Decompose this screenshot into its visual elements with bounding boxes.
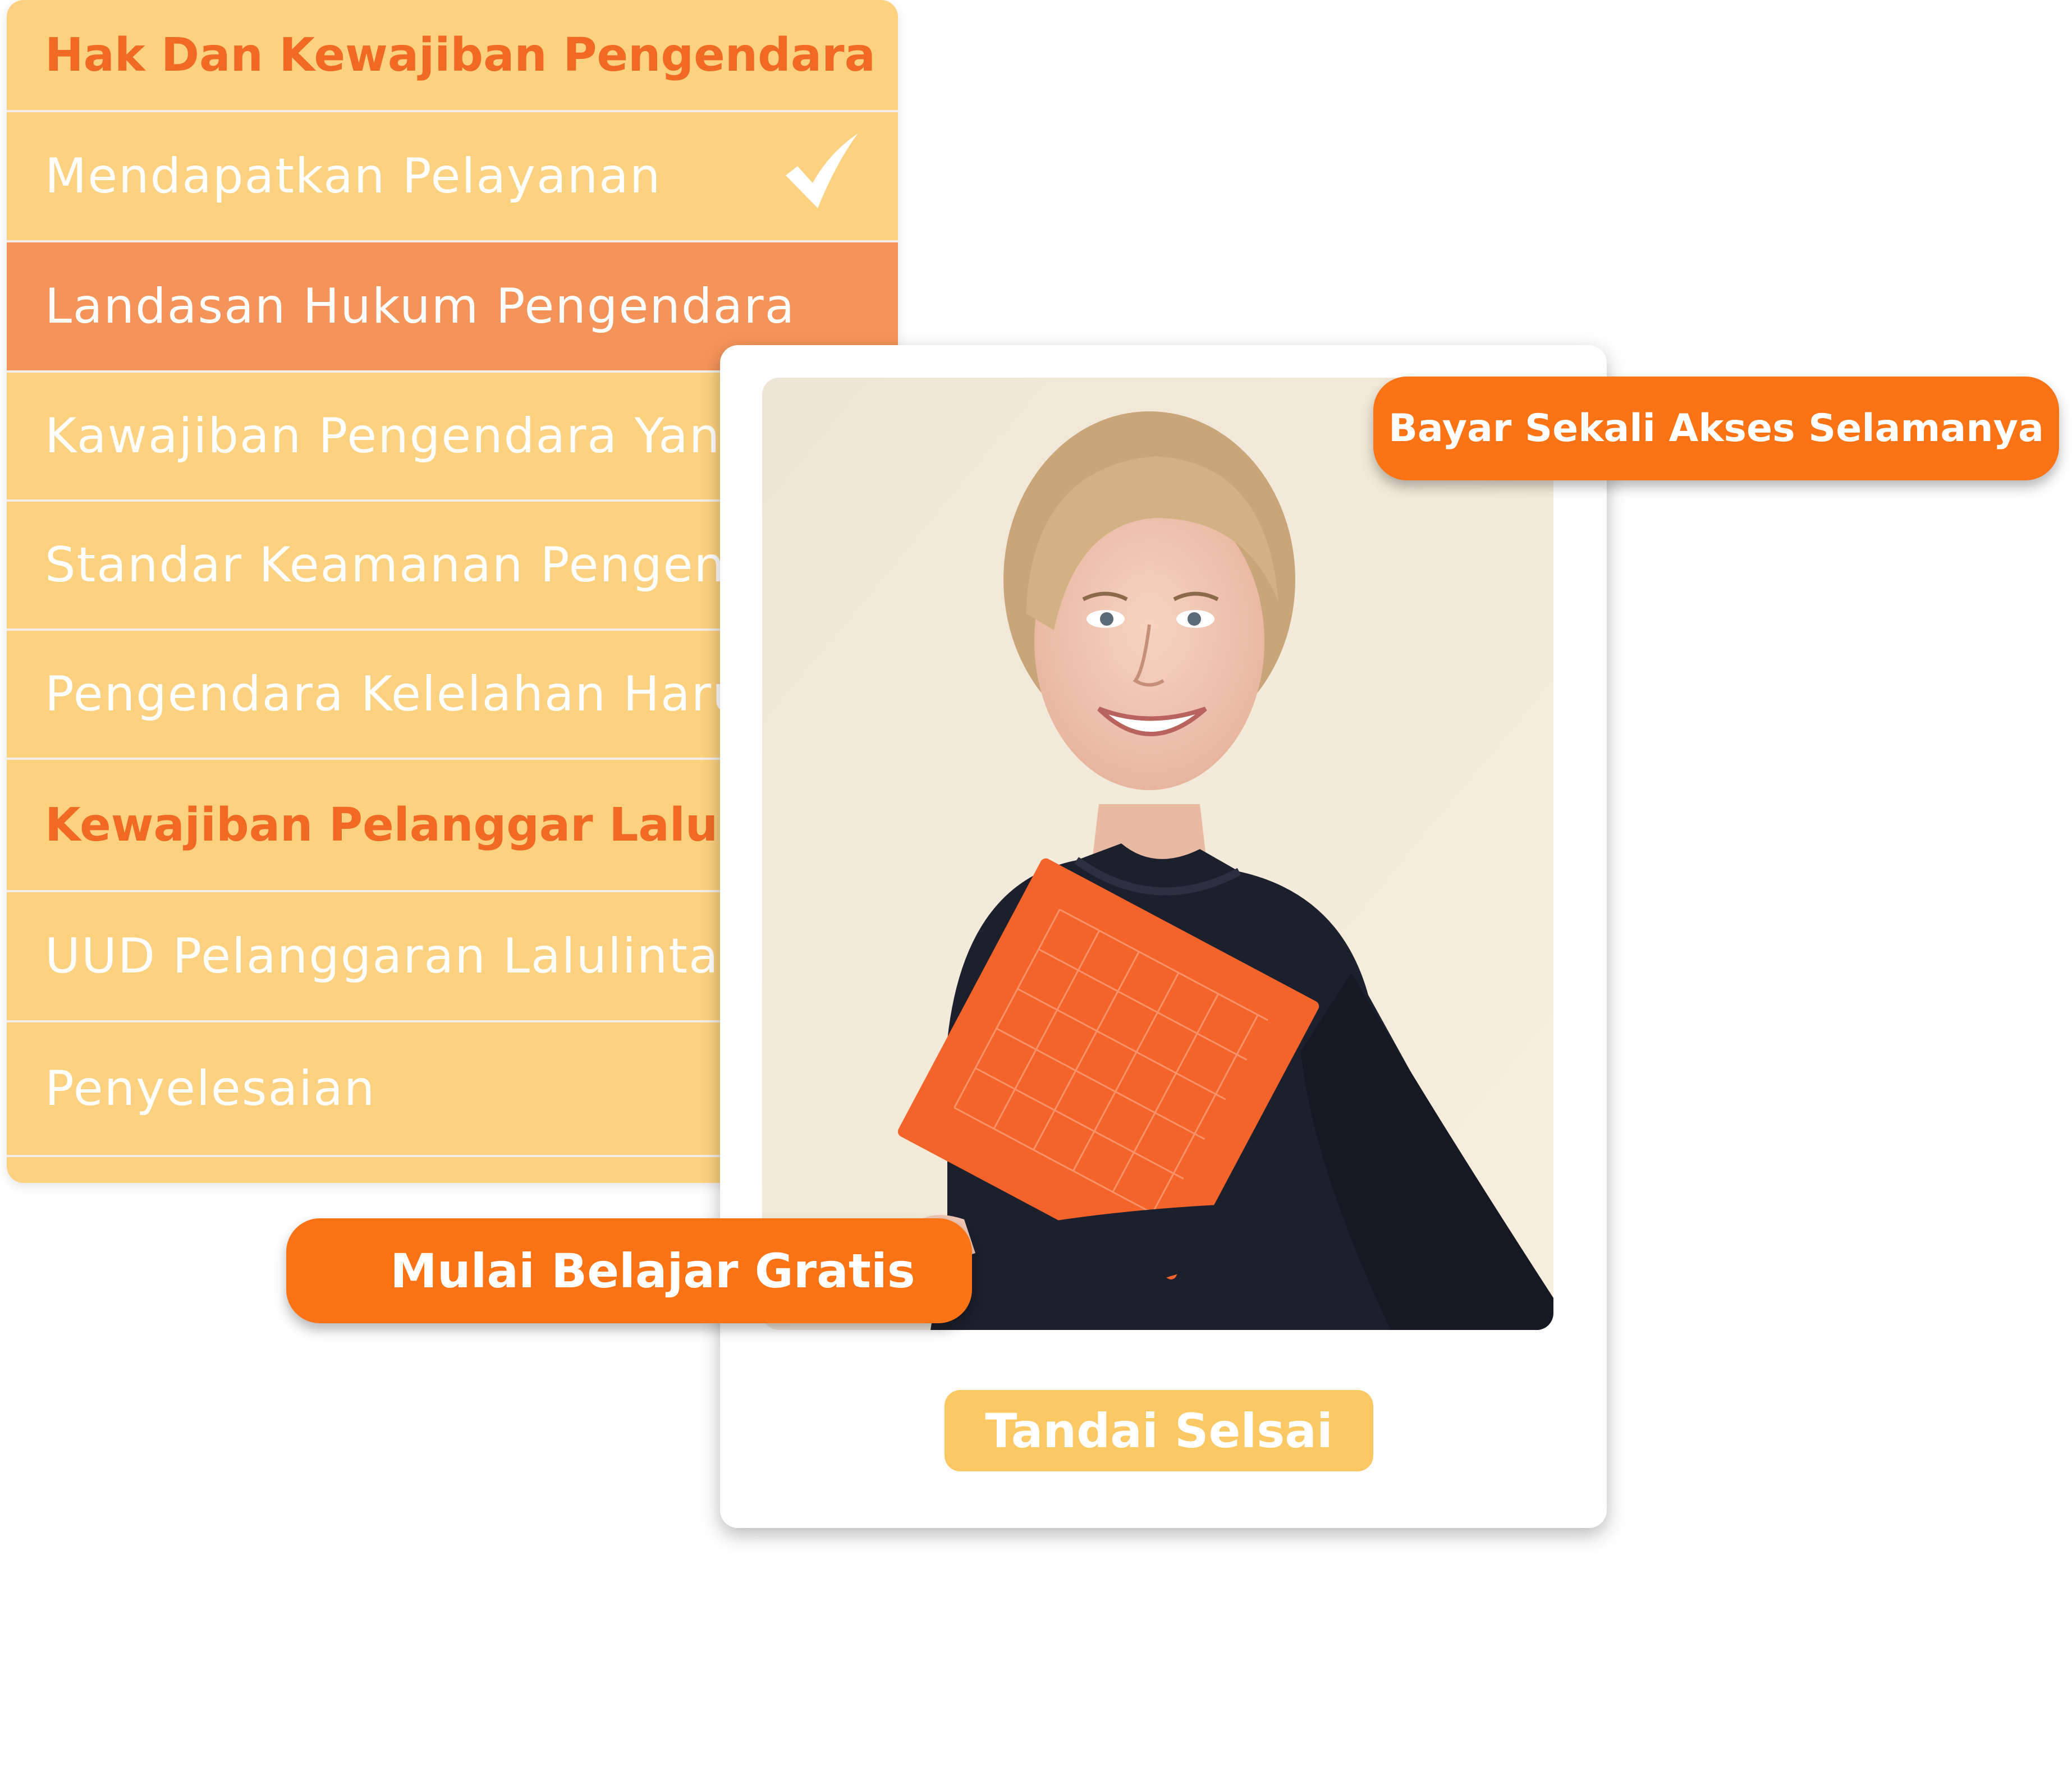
section-label: Kewajiban Pelanggar Laluli [45,798,750,852]
lesson-item-uud-pelanggaran[interactable]: UUD Pelanggaran Lalulintas [7,892,898,1022]
lesson-label: Landasan Hukum Pengendara [45,278,796,334]
check-icon [786,133,858,208]
lesson-photo [762,378,1553,1330]
section-label: Hak Dan Kewajiban Pengendara [45,28,875,82]
lesson-item-kawajiban-pengendara[interactable]: Kawajiban Pengendara Yan [7,373,898,502]
section-header-kewajiban-pelanggar[interactable]: Kewajiban Pelanggar Laluli [7,760,898,892]
lesson-item-pengendara-kelelahan[interactable]: Pengendara Kelelahan Haru [7,631,898,760]
section-header-hak-dan-kewajiban[interactable]: Hak Dan Kewajiban Pengendara [7,0,898,112]
lifetime-access-button[interactable]: Bayar Sekali Akses Selamanya [1373,377,2059,480]
lesson-label: Pengendara Kelelahan Haru [45,666,744,722]
student-photo-illustration [762,378,1553,1330]
start-free-button[interactable]: Mulai Belajar Gratis [286,1218,972,1323]
mark-done-button[interactable]: Tandai Selsai [945,1390,1373,1471]
lesson-item-standar-keamanan[interactable]: Standar Keamanan Pengen [7,502,898,631]
lesson-label: Penyelesaian [45,1061,376,1117]
lesson-label: Mendapatkan Pelayanan [45,148,662,204]
lesson-label: Kawajiban Pengendara Yan [45,408,721,464]
lesson-label: Standar Keamanan Pengen [45,537,726,593]
lesson-label: UUD Pelanggaran Lalulintas [45,928,746,984]
lesson-item-penyelesaian[interactable]: Penyelesaian [7,1022,898,1157]
lesson-item-mendapatkan-pelayanan[interactable]: Mendapatkan Pelayanan [7,112,898,242]
lesson-card: Tandai Selsai [720,345,1607,1528]
